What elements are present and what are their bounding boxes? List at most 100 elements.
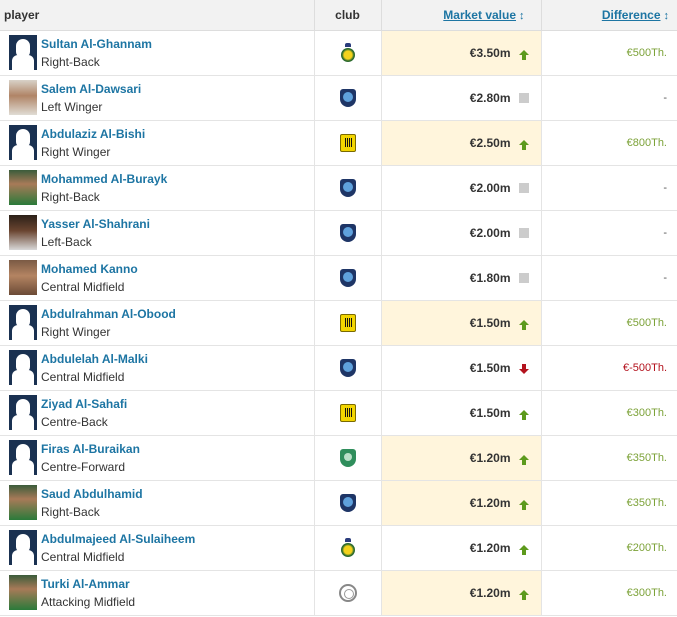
player-name-link[interactable]: Abdulaziz Al-Bishi bbox=[41, 126, 146, 141]
player-silhouette-icon[interactable] bbox=[9, 35, 37, 70]
market-value: €3.50m bbox=[469, 45, 511, 60]
sort-icon[interactable]: ↕ bbox=[519, 9, 525, 22]
market-value: €1.20m bbox=[469, 495, 511, 510]
player-photo[interactable] bbox=[9, 215, 37, 250]
club-cell bbox=[314, 300, 381, 346]
player-silhouette-icon[interactable] bbox=[9, 350, 37, 385]
player-cell: Mohammed Al-Burayk Right-Back bbox=[0, 165, 315, 211]
market-value-cell: €2.00m bbox=[380, 210, 542, 256]
al-hilal-crest-icon[interactable] bbox=[339, 358, 356, 377]
market-value: €1.50m bbox=[469, 360, 511, 375]
player-cell: Abdulrahman Al-Obood Right Winger bbox=[0, 300, 315, 346]
player-name-link[interactable]: Abdulmajeed Al-Sulaiheem bbox=[41, 531, 196, 546]
arrow-down-icon bbox=[518, 363, 529, 374]
table-row: Mohamed Kanno Central Midfield €1.80m - bbox=[0, 255, 677, 301]
player-photo[interactable] bbox=[9, 575, 37, 610]
club-cell bbox=[314, 165, 381, 211]
player-name-link[interactable]: Abdulelah Al-Malki bbox=[41, 351, 148, 366]
arrow-up-icon bbox=[518, 49, 529, 60]
player-name-link[interactable]: Sultan Al-Ghannam bbox=[41, 36, 152, 51]
market-value-cell: €2.00m bbox=[380, 165, 542, 211]
player-photo[interactable] bbox=[9, 485, 37, 520]
player-name-link[interactable]: Mohammed Al-Burayk bbox=[41, 171, 168, 186]
al-ittihad-crest-icon[interactable] bbox=[339, 313, 356, 332]
club-cell bbox=[314, 255, 381, 301]
player-silhouette-icon[interactable] bbox=[9, 305, 37, 340]
difference-cell: €500Th. bbox=[541, 300, 677, 346]
player-cell: Abdulelah Al-Malki Central Midfield bbox=[0, 345, 315, 391]
al-ahli-crest-icon[interactable] bbox=[339, 448, 356, 467]
player-photo[interactable] bbox=[9, 80, 37, 115]
sort-icon[interactable]: ↕ bbox=[663, 9, 670, 22]
player-silhouette-icon[interactable] bbox=[9, 395, 37, 430]
market-value: €1.20m bbox=[469, 540, 511, 555]
al-shabab-crest-icon[interactable] bbox=[338, 583, 357, 602]
market-value-cell: €2.50m bbox=[380, 120, 542, 166]
player-cell: Turki Al-Ammar Attacking Midfield bbox=[0, 570, 315, 616]
market-value: €1.20m bbox=[469, 585, 511, 600]
player-name-link[interactable]: Salem Al-Dawsari bbox=[41, 81, 142, 96]
club-cell bbox=[314, 30, 381, 76]
difference-value: - bbox=[663, 271, 667, 284]
player-photo[interactable] bbox=[9, 260, 37, 295]
player-photo[interactable] bbox=[9, 170, 37, 205]
market-value: €2.50m bbox=[469, 135, 511, 150]
player-name-link[interactable]: Abdulrahman Al-Obood bbox=[41, 306, 176, 321]
difference-cell: - bbox=[541, 165, 677, 211]
al-nassr-crest-icon[interactable] bbox=[340, 42, 355, 62]
player-silhouette-icon[interactable] bbox=[9, 125, 37, 160]
arrow-up-icon bbox=[518, 499, 529, 510]
arrow-up-icon bbox=[518, 319, 529, 330]
arrow-up-icon bbox=[518, 409, 529, 420]
table-row: Ziyad Al-Sahafi Centre-Back €1.50m €300T… bbox=[0, 390, 677, 436]
difference-cell: €350Th. bbox=[541, 480, 677, 526]
header-player: player bbox=[0, 0, 315, 31]
club-cell bbox=[314, 345, 381, 391]
difference-cell: €500Th. bbox=[541, 30, 677, 76]
al-hilal-crest-icon[interactable] bbox=[339, 88, 356, 107]
player-name-link[interactable]: Saud Abdulhamid bbox=[41, 486, 143, 501]
difference-value: €300Th. bbox=[626, 586, 667, 599]
player-position: Central Midfield bbox=[41, 279, 125, 294]
sort-market-value-link[interactable]: Market value bbox=[443, 7, 516, 22]
header-market-value[interactable]: Market value ↕ bbox=[380, 0, 542, 31]
player-name-link[interactable]: Firas Al-Buraikan bbox=[41, 441, 140, 456]
al-ittihad-crest-icon[interactable] bbox=[339, 133, 356, 152]
al-hilal-crest-icon[interactable] bbox=[339, 178, 356, 197]
al-hilal-crest-icon[interactable] bbox=[339, 268, 356, 287]
difference-value: €300Th. bbox=[626, 406, 667, 419]
market-value-cell: €1.20m bbox=[380, 570, 542, 616]
difference-cell: - bbox=[541, 255, 677, 301]
market-value: €1.80m bbox=[469, 270, 511, 285]
header-difference[interactable]: Difference ↕ bbox=[541, 0, 677, 31]
table-row: Sultan Al-Ghannam Right-Back €3.50m €500… bbox=[0, 30, 677, 76]
player-position: Right Winger bbox=[41, 324, 111, 339]
market-value-cell: €1.80m bbox=[380, 255, 542, 301]
al-ittihad-crest-icon[interactable] bbox=[339, 403, 356, 422]
arrow-up-icon bbox=[518, 589, 529, 600]
unchanged-square-icon bbox=[518, 272, 529, 283]
player-silhouette-icon[interactable] bbox=[9, 530, 37, 565]
al-hilal-crest-icon[interactable] bbox=[339, 493, 356, 512]
player-name-link[interactable]: Mohamed Kanno bbox=[41, 261, 138, 276]
player-name-link[interactable]: Turki Al-Ammar bbox=[41, 576, 130, 591]
player-cell: Saud Abdulhamid Right-Back bbox=[0, 480, 315, 526]
player-position: Right-Back bbox=[41, 504, 100, 519]
player-cell: Sultan Al-Ghannam Right-Back bbox=[0, 30, 315, 76]
player-position: Left Winger bbox=[41, 99, 103, 114]
player-name-link[interactable]: Yasser Al-Shahrani bbox=[41, 216, 150, 231]
player-silhouette-icon[interactable] bbox=[9, 440, 37, 475]
market-value-cell: €1.20m bbox=[380, 480, 542, 526]
player-cell: Ziyad Al-Sahafi Centre-Back bbox=[0, 390, 315, 436]
table-row: Salem Al-Dawsari Left Winger €2.80m - bbox=[0, 75, 677, 121]
sort-difference-link[interactable]: Difference bbox=[601, 7, 661, 22]
difference-value: €500Th. bbox=[626, 46, 667, 59]
al-hilal-crest-icon[interactable] bbox=[339, 223, 356, 242]
difference-cell: €800Th. bbox=[541, 120, 677, 166]
club-cell bbox=[314, 75, 381, 121]
club-cell bbox=[314, 435, 381, 481]
player-name-link[interactable]: Ziyad Al-Sahafi bbox=[41, 396, 128, 411]
al-nassr-crest-icon[interactable] bbox=[340, 537, 355, 557]
market-value-cell: €3.50m bbox=[380, 30, 542, 76]
difference-value: €200Th. bbox=[626, 541, 667, 554]
